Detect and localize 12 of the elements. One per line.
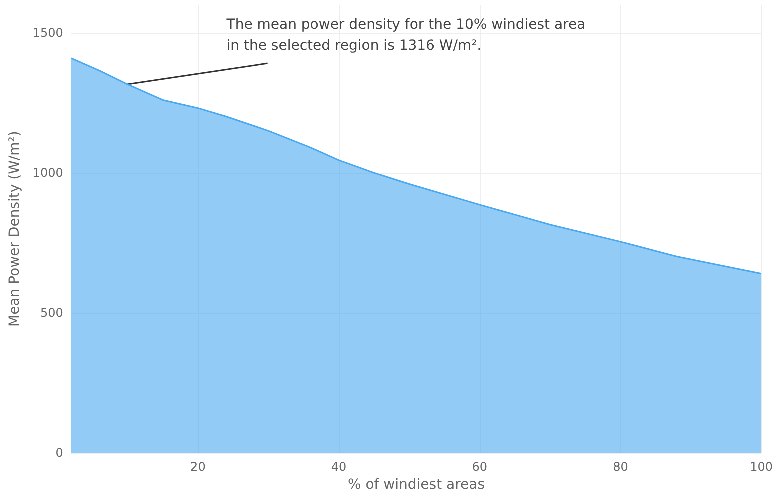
x-tick-label: 100 [750,460,773,474]
x-tick-label: 60 [472,460,488,474]
x-tick-label: 80 [613,460,628,474]
y-tick-label: 500 [40,306,64,320]
x-axis-title: % of windiest areas [348,477,486,493]
y-tick-label: 1500 [32,26,64,40]
x-tick-label: 40 [331,460,347,474]
y-axis-title: Mean Power Density (W/m²) [7,131,23,327]
y-tick-label: 1000 [32,166,64,180]
annotation: The mean power density for the 10% windiest area in the selected region is 1316 W/m². [226,17,586,54]
x-tick-label: 20 [190,460,206,474]
y-tick-label: 0 [56,446,64,460]
